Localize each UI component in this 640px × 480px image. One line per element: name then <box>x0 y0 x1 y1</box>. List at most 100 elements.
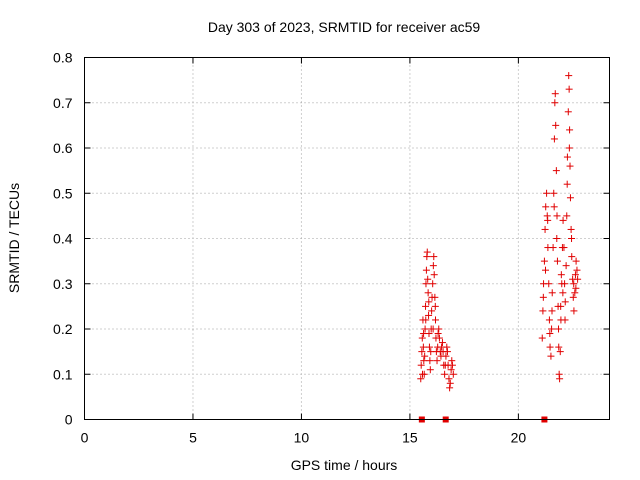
data-point <box>543 189 551 197</box>
data-point <box>565 144 573 152</box>
data-point <box>546 330 554 338</box>
data-point <box>429 325 437 333</box>
data-point <box>547 352 555 360</box>
data-point <box>429 280 437 288</box>
data-point <box>561 298 569 306</box>
y-tick-label: 0.8 <box>53 50 73 66</box>
data-point <box>425 298 433 306</box>
data-point <box>550 135 558 143</box>
data-point <box>551 90 559 98</box>
data-point <box>557 271 565 279</box>
data-point <box>434 330 442 338</box>
y-tick-labels: 0 0.1 0.2 0.3 0.4 0.5 0.6 0.7 0.8 <box>53 50 73 428</box>
data-point <box>572 284 580 292</box>
data-point <box>553 235 561 242</box>
data-point <box>571 271 579 279</box>
data-point <box>542 266 550 274</box>
plot-frame <box>84 57 610 420</box>
data-point <box>431 302 439 310</box>
data-point <box>566 162 574 170</box>
data-point <box>552 121 560 129</box>
data-point <box>422 266 430 274</box>
data-point <box>538 334 546 342</box>
data-point <box>417 361 425 369</box>
data-point <box>555 343 563 351</box>
data-point <box>448 357 456 365</box>
data-point <box>552 167 560 175</box>
data-point <box>570 307 578 315</box>
x-tick-label: 20 <box>511 430 527 446</box>
data-point <box>553 212 561 220</box>
data-point <box>548 307 556 315</box>
data-point <box>446 384 454 392</box>
data-point <box>428 307 436 315</box>
data-point <box>447 366 455 374</box>
data-point <box>445 375 453 383</box>
data-point <box>422 302 430 310</box>
data-point <box>549 244 557 252</box>
y-tick-label: 0.6 <box>53 140 73 156</box>
data-point <box>431 293 439 301</box>
data-point <box>446 379 454 387</box>
y-axis-title: SRMTID / TECUs <box>6 183 22 293</box>
data-point <box>551 99 559 107</box>
data-points <box>417 72 582 423</box>
x-tick-label: 5 <box>189 430 197 446</box>
y-tick-label: 0 <box>65 412 73 428</box>
data-point <box>433 357 441 365</box>
x-tick-label: 0 <box>81 430 89 446</box>
x-tick-label: 10 <box>294 430 310 446</box>
data-point <box>541 225 549 233</box>
x-axis-title: GPS time / hours <box>291 457 398 473</box>
data-point <box>438 339 446 347</box>
data-point <box>426 357 434 365</box>
y-tick-label: 0.5 <box>53 185 73 201</box>
data-point <box>566 194 574 202</box>
data-point <box>430 253 438 261</box>
data-point <box>425 311 433 319</box>
data-point <box>442 352 450 360</box>
data-point <box>559 216 567 224</box>
data-point <box>539 293 547 301</box>
data-point <box>545 280 553 288</box>
data-point <box>418 334 426 342</box>
y-tick-label: 0.4 <box>53 231 73 247</box>
data-point <box>562 262 570 270</box>
data-point <box>449 370 457 378</box>
data-point <box>550 189 558 197</box>
y-tick-label: 0.3 <box>53 276 73 292</box>
data-point <box>565 72 573 80</box>
data-point <box>418 348 426 356</box>
data-point <box>423 248 431 256</box>
data-point <box>448 361 456 369</box>
data-point <box>545 316 553 324</box>
data-point <box>429 262 437 270</box>
data-point <box>539 307 547 315</box>
data-point <box>546 343 554 351</box>
data-point <box>548 289 556 297</box>
data-point <box>421 325 429 333</box>
data-point <box>556 375 564 383</box>
data-point <box>561 316 569 324</box>
y-tick-label: 0.7 <box>53 95 73 111</box>
data-point <box>564 108 572 116</box>
data-point <box>432 316 440 324</box>
data-point <box>430 271 438 279</box>
x-tick-labels: 0 5 10 15 20 <box>81 430 527 446</box>
data-point <box>417 375 425 383</box>
y-tick-label: 0.2 <box>53 321 73 337</box>
data-point <box>435 334 443 342</box>
data-point <box>568 253 576 261</box>
data-point <box>555 325 563 333</box>
data-point <box>443 343 451 351</box>
data-point <box>563 153 571 161</box>
axis-ticks <box>84 57 610 420</box>
data-point <box>553 257 561 265</box>
y-tick-label: 0.1 <box>53 366 73 382</box>
data-point <box>563 212 571 220</box>
data-point <box>568 235 576 242</box>
data-point <box>566 126 574 134</box>
data-point <box>559 289 567 297</box>
data-point <box>570 280 578 288</box>
data-point <box>573 266 581 274</box>
